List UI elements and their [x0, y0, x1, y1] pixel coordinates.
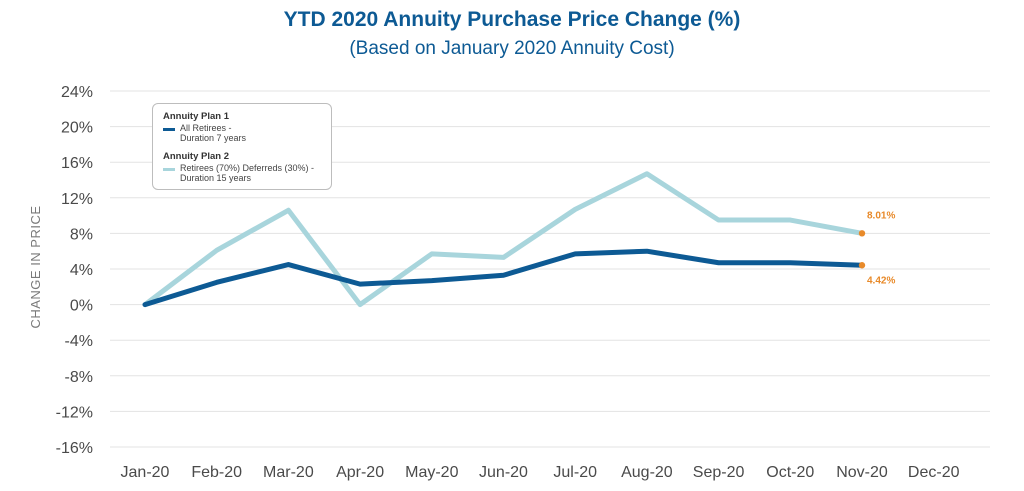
y-tick-label: 12% — [61, 191, 93, 208]
x-tick-label: Feb-20 — [191, 464, 242, 481]
legend-plan1-heading: Annuity Plan 1 — [163, 111, 229, 122]
chart-subtitle: (Based on January 2020 Annuity Cost) — [349, 38, 675, 59]
x-tick-label: Mar-20 — [263, 464, 314, 481]
end-point-marker — [858, 262, 866, 269]
legend-plan2-swatch — [163, 168, 175, 171]
legend-plan1-line2: Duration 7 years — [180, 133, 247, 143]
y-tick-label: 20% — [61, 120, 93, 137]
chart-title: YTD 2020 Annuity Purchase Price Change (… — [283, 8, 741, 31]
x-tick-label: Sep-20 — [693, 464, 745, 481]
x-tick-label: Aug-20 — [621, 464, 673, 481]
y-axis-label: CHANGE IN PRICE — [28, 205, 43, 328]
legend: Annuity Plan 1 All Retirees - Duration 7… — [152, 103, 332, 190]
y-tick-label: -16% — [56, 440, 93, 457]
x-tick-label: Jun-20 — [479, 464, 528, 481]
y-tick-label: 24% — [61, 84, 93, 101]
x-tick-label: May-20 — [405, 464, 458, 481]
y-tick-label: -4% — [65, 333, 93, 350]
x-tick-label: Oct-20 — [766, 464, 814, 481]
legend-plan2-line2: Duration 15 years — [180, 173, 252, 183]
series-line-plan1 — [142, 248, 865, 308]
legend-plan1-swatch — [163, 128, 175, 131]
x-tick-label: Jul-20 — [553, 464, 597, 481]
end-point-marker — [858, 230, 866, 237]
y-tick-label: 16% — [61, 155, 93, 172]
x-tick-label: Nov-20 — [836, 464, 888, 481]
legend-plan2-heading: Annuity Plan 2 — [163, 151, 229, 162]
x-tick-label: Apr-20 — [336, 464, 384, 481]
x-tick-label: Jan-20 — [121, 464, 170, 481]
y-tick-label: 4% — [70, 262, 93, 279]
legend-plan1-line1: All Retirees - — [180, 123, 232, 133]
y-tick-label: 8% — [70, 226, 93, 243]
legend-plan2-line1: Retirees (70%) Deferreds (30%) - — [180, 163, 315, 173]
y-tick-label: -12% — [56, 404, 93, 421]
x-tick-label: Dec-20 — [908, 464, 960, 481]
y-tick-label: 0% — [70, 298, 93, 315]
end-value-label: 8.01% — [867, 210, 895, 221]
series-line-plan2 — [142, 171, 865, 308]
end-value-label: 4.42% — [867, 275, 895, 286]
y-tick-label: -8% — [65, 369, 93, 386]
